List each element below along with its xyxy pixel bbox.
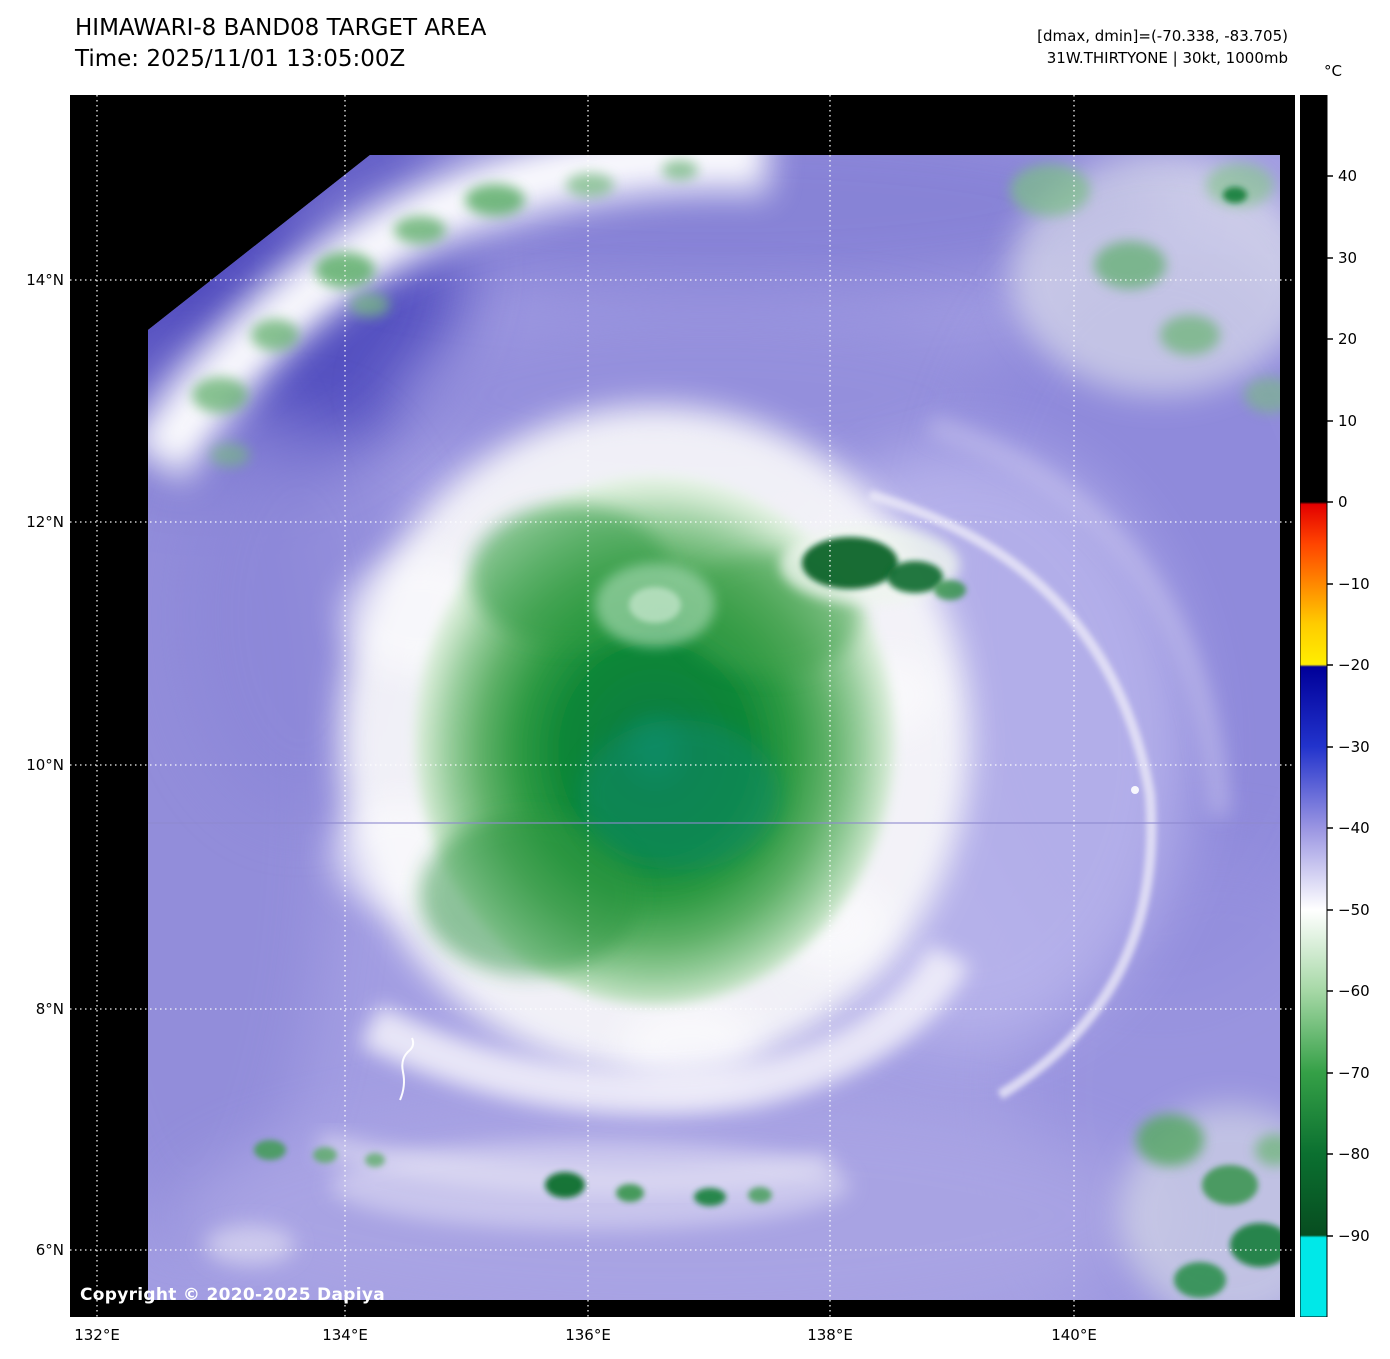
cbar-tick-m20: −20	[1338, 656, 1370, 674]
cbar-tick-10: 10	[1338, 412, 1358, 430]
annotation-block: [dmax, dmin]=(-70.338, -83.705) 31W.THIR…	[1037, 25, 1288, 69]
cbar-tick-m30: −30	[1338, 738, 1370, 756]
lat-tick-14n: 14°N	[26, 271, 64, 289]
lat-tick-8n: 8°N	[35, 1000, 64, 1018]
cbar-tick-30: 30	[1338, 249, 1358, 267]
lat-tick-6n: 6°N	[35, 1241, 64, 1259]
cbar-tick-0: 0	[1338, 493, 1348, 511]
figure-time: Time: 2025/11/01 13:05:00Z	[75, 46, 406, 72]
cyclone-cold-cloud-shield	[415, 475, 895, 1005]
northwest-cloud-band	[148, 155, 772, 484]
eastern-spiral-filaments	[868, 416, 1229, 1100]
cbar-tick-20: 20	[1338, 330, 1358, 348]
northeast-cloud-patches	[1010, 155, 1280, 413]
cbar-tick-m40: −40	[1338, 819, 1370, 837]
figure-title: HIMAWARI-8 BAND08 TARGET AREA	[75, 15, 487, 41]
map-plot: Copyright © 2020-2025 Dapiya	[70, 95, 1295, 1317]
scan-area	[148, 155, 1280, 1300]
cbar-tick-m10: −10	[1338, 575, 1370, 593]
cbar-tick-m80: −80	[1338, 1145, 1370, 1163]
colorbar-unit-label: °C	[1324, 62, 1342, 80]
cbar-tick-m50: −50	[1338, 901, 1370, 919]
title-block: HIMAWARI-8 BAND08 TARGET AREA Time: 2025…	[75, 13, 486, 75]
gridlines	[70, 95, 1295, 1317]
colorbar-gradient	[1299, 94, 1333, 1318]
lon-tick-136e: 136°E	[565, 1326, 611, 1344]
colorbar-tick-marks	[1327, 175, 1333, 1237]
overshooting-tops	[780, 525, 966, 605]
satellite-image	[70, 95, 1295, 1317]
storm-info-annotation: 31W.THIRTYONE | 30kt, 1000mb	[1046, 49, 1288, 67]
lon-tick-132e: 132°E	[74, 1326, 120, 1344]
dmax-dmin-annotation: [dmax, dmin]=(-70.338, -83.705)	[1037, 27, 1288, 45]
lat-tick-12n: 12°N	[26, 513, 64, 531]
cbar-tick-40: 40	[1338, 167, 1358, 185]
southern-convection-row	[254, 1140, 850, 1230]
lon-tick-140e: 140°E	[1051, 1326, 1097, 1344]
cbar-tick-m60: −60	[1338, 982, 1370, 1000]
cbar-tick-m90: −90	[1338, 1227, 1370, 1245]
cbar-tick-m70: −70	[1338, 1064, 1370, 1082]
copyright-text: Copyright © 2020-2025 Dapiya	[80, 1285, 385, 1305]
island-coastline	[399, 1037, 415, 1101]
southeast-convection-cluster	[1120, 1105, 1280, 1300]
lon-tick-138e: 138°E	[807, 1326, 853, 1344]
lat-tick-10n: 10°N	[26, 756, 64, 774]
colorbar	[1299, 94, 1334, 1318]
lon-tick-134e: 134°E	[322, 1326, 368, 1344]
